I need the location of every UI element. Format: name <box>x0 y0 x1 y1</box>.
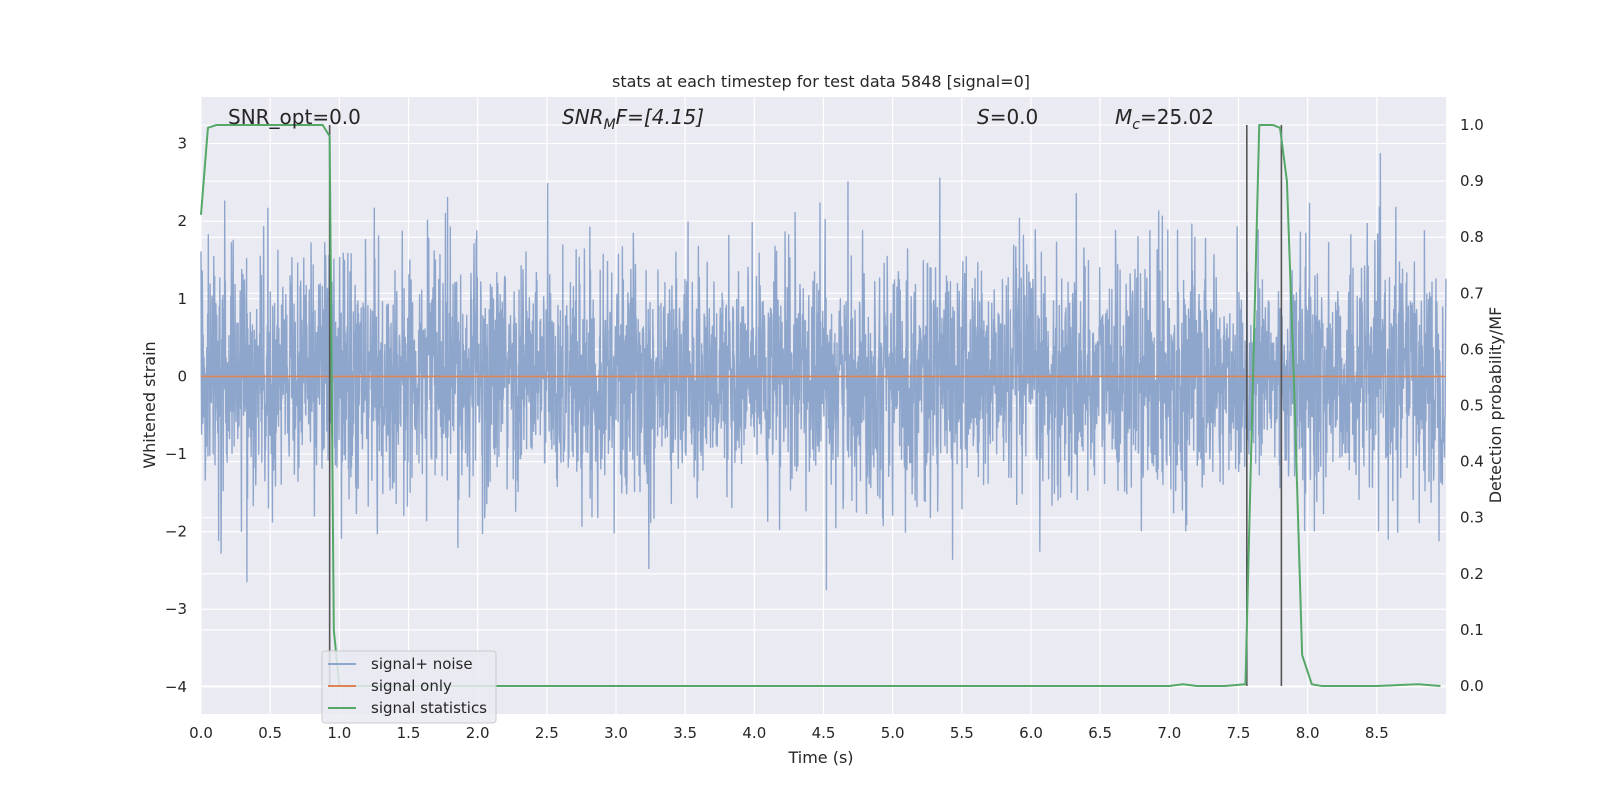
annotation-s-var: S <box>977 105 990 129</box>
legend-box <box>321 650 497 724</box>
x-ticks: 0.0 0.5 1.0 1.5 2.0 2.5 3.0 3.5 4.0 4.5 5.0 5.5 6.0 6… <box>189 724 1389 742</box>
series-signal-statistics <box>200 124 1441 687</box>
series-signal-noise <box>200 153 1447 591</box>
x-tick-label: 3.5 <box>673 724 697 742</box>
x-tick-label: 7.5 <box>1227 724 1251 742</box>
x-tick-label: 0.5 <box>258 724 282 742</box>
y2-tick-label: 0.9 <box>1460 172 1484 190</box>
annotation-mc-tail: =25.02 <box>1140 105 1214 129</box>
x-tick-label: 6.0 <box>1019 724 1043 742</box>
x-tick-label: 4.0 <box>742 724 766 742</box>
legend-label-signal-statistics: signal statistics <box>371 699 487 717</box>
chart-title: stats at each timestep for test data 584… <box>612 72 1030 91</box>
x-tick-label: 0.0 <box>189 724 213 742</box>
y2-tick-label: 0.3 <box>1460 509 1484 527</box>
y2-tick-label: 0.1 <box>1460 621 1484 639</box>
y-tick-label: 3 <box>177 135 187 153</box>
x-tick-label: 1.5 <box>397 724 421 742</box>
annotation-snr-mf-base: SNR <box>562 105 604 129</box>
annotation-mc-base: M <box>1115 105 1132 129</box>
annotation-s: S=0.0 <box>977 105 1038 129</box>
legend-label-signal-only: signal only <box>371 677 452 695</box>
annotation-mc: Mc=25.02 <box>1115 105 1214 133</box>
y-tick-label: −3 <box>165 600 187 618</box>
y2-tick-label: 0.8 <box>1460 228 1484 246</box>
series-layer <box>200 124 1447 687</box>
annotation-s-tail: =0.0 <box>990 105 1039 129</box>
x-tick-label: 8.5 <box>1365 724 1389 742</box>
y2-tick-label: 0.2 <box>1460 565 1484 583</box>
y-tick-label: 0 <box>177 367 187 385</box>
y-ticks: 3 2 1 0 −1 −2 −3 −4 <box>165 135 187 696</box>
x-tick-label: 5.5 <box>950 724 974 742</box>
x-tick-label: 8.0 <box>1296 724 1320 742</box>
legend: signal+ noise signal only signal statist… <box>321 650 497 724</box>
y2-tick-label: 0.4 <box>1460 453 1484 471</box>
y2-axis-label: Detection probability/MF <box>1486 307 1505 504</box>
y2-ticks: 1.0 0.9 0.8 0.7 0.6 0.5 0.4 0.3 0.2 0.1 0.0 <box>1460 116 1484 695</box>
x-tick-label: 2.0 <box>466 724 490 742</box>
y-tick-label: −1 <box>165 445 187 463</box>
y2-tick-label: 0.7 <box>1460 284 1484 302</box>
annotation-mc-sub: c <box>1132 117 1140 133</box>
x-tick-label: 1.0 <box>327 724 351 742</box>
y2-tick-label: 0.5 <box>1460 397 1484 415</box>
y-tick-label: 1 <box>177 290 187 308</box>
x-tick-label: 3.0 <box>604 724 628 742</box>
annotation-snr-mf-tail: F=[4.15] <box>616 105 704 129</box>
x-tick-label: 6.5 <box>1088 724 1112 742</box>
annotation-snr-mf: SNRMF=[4.15] <box>562 105 704 133</box>
x-axis-label: Time (s) <box>787 748 853 767</box>
x-tick-label: 5.0 <box>881 724 905 742</box>
x-tick-label: 4.5 <box>812 724 836 742</box>
x-tick-label: 2.5 <box>535 724 559 742</box>
y-tick-label: −2 <box>165 523 187 541</box>
annotation-snr-opt: SNR_opt=0.0 <box>228 105 361 129</box>
y-tick-label: 2 <box>177 212 187 230</box>
y-tick-label: −4 <box>165 678 187 696</box>
y2-tick-label: 0.6 <box>1460 340 1484 358</box>
annotation-snr-mf-sub: M <box>604 117 616 133</box>
x-tick-label: 7.0 <box>1157 724 1181 742</box>
y2-tick-label: 0.0 <box>1460 677 1484 695</box>
y2-tick-label: 1.0 <box>1460 116 1484 134</box>
y-axis-label: Whitened strain <box>140 341 159 468</box>
legend-label-signal-noise: signal+ noise <box>371 655 473 673</box>
